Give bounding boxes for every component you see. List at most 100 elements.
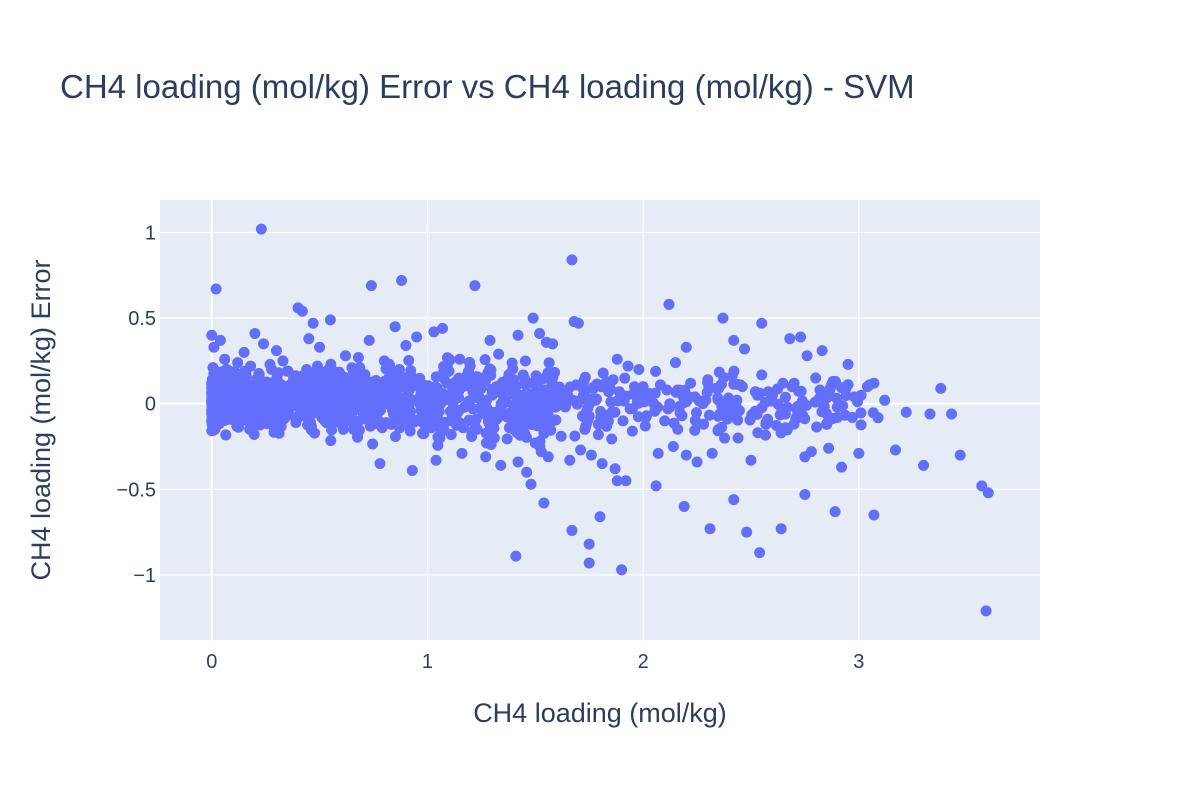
data-point [288,371,300,383]
data-point [354,362,366,374]
chart-title: CH4 loading (mol/kg) Error vs CH4 loadin… [60,68,915,105]
grid-lines [160,200,1040,640]
x-tick-label: 2 [638,651,649,673]
data-point [364,420,376,432]
data-point [853,447,865,459]
data-point [864,379,876,391]
data-point [579,386,591,398]
data-point [611,353,623,365]
data-point [813,392,825,404]
data-point [555,430,567,442]
data-point [706,447,718,459]
data-point [640,410,652,422]
data-point [307,317,319,329]
data-point [232,357,244,369]
data-point [330,410,342,422]
data-point [220,429,232,441]
data-point [517,389,529,401]
data-point [842,358,854,370]
data-point [432,402,444,414]
data-point [418,389,430,401]
data-point [485,438,497,450]
data-point [659,415,671,427]
data-point [784,333,796,345]
data-point [811,421,823,433]
data-point [795,331,807,343]
data-point [241,380,253,392]
data-point [652,447,664,459]
y-tick-label: −1 [133,565,156,587]
data-point [519,355,531,367]
data-point [389,321,401,333]
data-point [339,350,351,362]
data-point [642,392,654,404]
data-point [314,341,326,353]
data-point [396,274,408,286]
y-tick-label: 0 [145,394,156,416]
x-axis-title: CH4 loading (mol/kg) [473,698,727,728]
data-point [480,451,492,463]
data-point [551,391,563,403]
data-point [678,500,690,512]
data-point [587,381,599,393]
data-point [713,366,725,378]
data-point [471,371,483,383]
data-point [935,382,947,394]
data-point [469,417,481,429]
x-tick-label: 3 [853,651,864,673]
data-point [329,392,341,404]
data-point [770,420,782,432]
data-point [814,384,826,396]
data-point [572,317,584,329]
data-point [206,329,218,341]
data-point [566,254,578,266]
data-point [704,523,716,535]
data-point [363,334,375,346]
data-point [756,369,768,381]
data-point [672,423,684,435]
data-point [604,382,616,394]
data-point [484,334,496,346]
data-point [423,406,435,418]
data-point [373,415,385,427]
data-point [543,357,555,369]
data-point [367,438,379,450]
data-point [793,385,805,397]
data-point [728,494,740,506]
data-point [924,408,936,420]
data-point [639,420,651,432]
data-point [756,317,768,329]
data-point [607,374,619,386]
data-point [480,427,492,439]
data-point [754,387,766,399]
data-point [368,408,380,420]
data-point [455,377,467,389]
data-point [583,557,595,569]
data-point [689,414,701,426]
data-point [296,305,308,317]
data-point [712,425,724,437]
data-point [954,449,966,461]
data-point [512,329,524,341]
data-point [826,378,838,390]
data-point [855,389,867,401]
data-point [444,354,456,366]
scatter-points [206,223,994,617]
data-point [512,456,524,468]
data-point [612,395,624,407]
data-point [249,328,261,340]
data-point [514,429,526,441]
data-point [466,430,478,442]
data-point [431,382,443,394]
data-point [775,523,787,535]
data-point [377,392,389,404]
data-point [982,487,994,499]
data-point [674,407,686,419]
data-point [243,415,255,427]
data-point [566,524,578,536]
data-point [206,418,218,430]
data-point [237,404,249,416]
data-point [703,409,715,421]
data-point [411,331,423,343]
data-point [980,605,992,617]
